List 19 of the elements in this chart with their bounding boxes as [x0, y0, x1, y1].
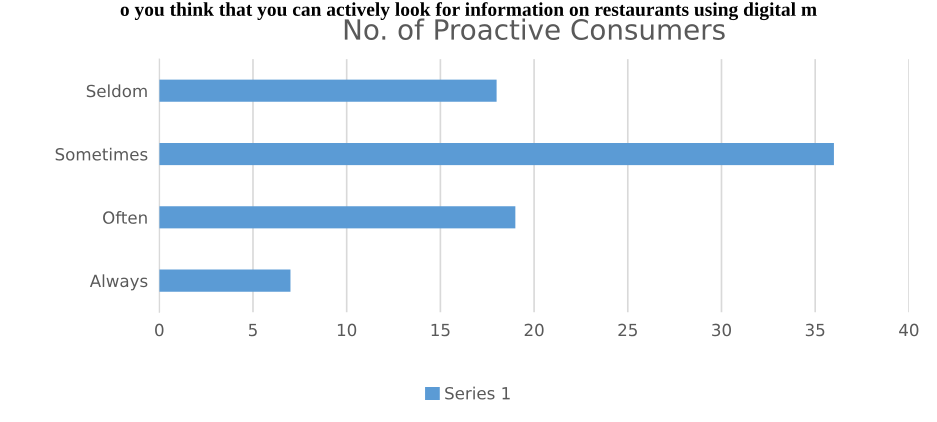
- x-tick-label: 15: [432, 324, 450, 336]
- bar: [159, 142, 834, 166]
- legend-label: Series 1: [445, 386, 510, 400]
- bar: [159, 206, 516, 228]
- y-tick-label: Often: [103, 211, 147, 224]
- x-tick-label: 30: [712, 324, 731, 336]
- x-tick-label: 25: [618, 324, 637, 336]
- x-tick-label: 20: [524, 324, 544, 336]
- x-tick-label: 0: [155, 324, 164, 336]
- bar: [159, 270, 290, 292]
- x-tick-label: 10: [338, 324, 356, 336]
- x-tick-label: 35: [806, 324, 824, 336]
- bar: [159, 80, 497, 102]
- y-tick-label: Sometimes: [56, 148, 148, 161]
- y-tick-label: Seldom: [86, 84, 147, 98]
- chart-title: No. of Proactive Consumers: [344, 18, 725, 40]
- x-tick-label: 40: [899, 324, 918, 336]
- x-tick-label: 5: [248, 324, 257, 336]
- y-tick-label: Always: [90, 274, 148, 290]
